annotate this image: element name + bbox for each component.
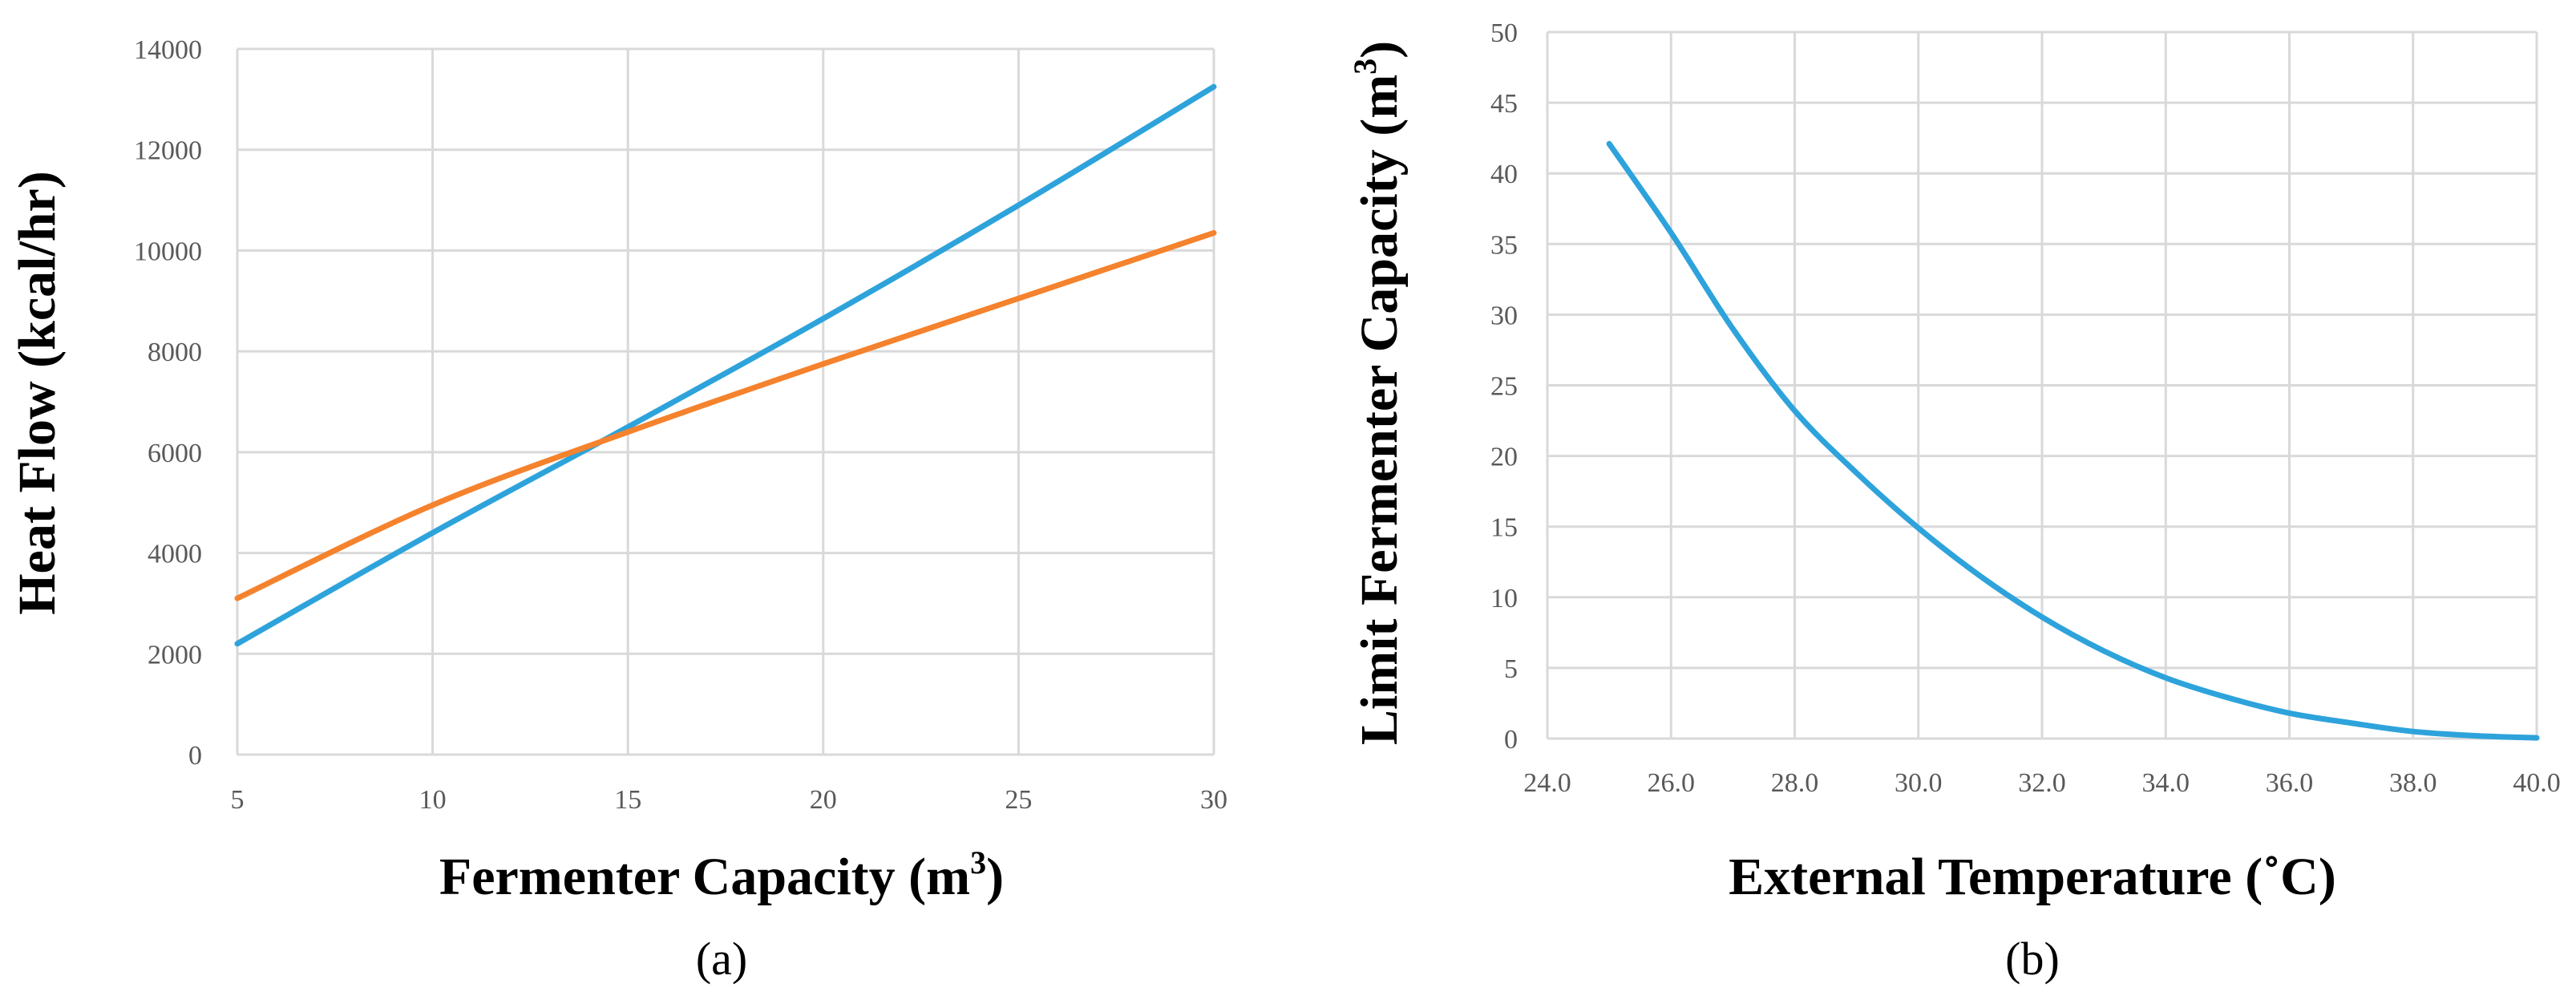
chart-b-y-tick-label: 20 bbox=[1490, 443, 1518, 472]
chart-a-y-tick-label: 2000 bbox=[148, 640, 202, 670]
chart-b-x-tick-label: 26.0 bbox=[1648, 768, 1696, 798]
chart-b: 0 5 10 15 20 25 30 35 40 45 50 24.0 26.0 28.0 30.0 32.… bbox=[1347, 18, 2561, 985]
chart-b-x-axis-title-text: External Temperature ( bbox=[1729, 848, 2263, 906]
chart-a: 0 2000 4000 6000 8000 10000 12000 14000 5 10 15 20… bbox=[8, 35, 1227, 985]
chart-b-x-tick-label: 40.0 bbox=[2513, 768, 2561, 798]
chart-a-series-orange-line bbox=[234, 229, 1217, 601]
chart-b-y-tick-label: 15 bbox=[1490, 513, 1518, 543]
chart-b-panel-label: (b) bbox=[2005, 933, 2060, 985]
chart-a-y-tick-label: 12000 bbox=[134, 136, 202, 166]
chart-a-x-tick-labels: 5 10 15 20 25 30 bbox=[231, 785, 1228, 815]
chart-b-x-tick-labels: 24.0 26.0 28.0 30.0 32.0 34.0 36.0 38.0 40.0 bbox=[1523, 768, 2561, 798]
chart-b-x-tick-label: 28.0 bbox=[1771, 768, 1819, 798]
chart-a-y-tick-label: 10000 bbox=[134, 237, 202, 266]
chart-b-y-tick-label: 50 bbox=[1490, 18, 1518, 48]
chart-a-series bbox=[234, 83, 1217, 647]
chart-b-y-tick-label: 45 bbox=[1490, 89, 1518, 119]
chart-a-panel-label: (a) bbox=[696, 933, 747, 985]
chart-b-y-tick-label: 35 bbox=[1490, 230, 1518, 260]
chart-b-x-axis-title: External Temperature (˚C) bbox=[1729, 848, 2336, 906]
chart-a-x-axis-title-sup: 3 bbox=[970, 844, 986, 881]
chart-a-series-blue-line bbox=[234, 83, 1217, 647]
chart-b-series-blue-line bbox=[1606, 140, 2540, 741]
chart-b-y-tick-label: 30 bbox=[1490, 301, 1518, 330]
chart-b-y-tick-label: 5 bbox=[1504, 654, 1518, 684]
chart-a-gridlines bbox=[236, 47, 1215, 756]
chart-b-y-tick-label: 0 bbox=[1504, 725, 1518, 755]
chart-b-x-tick-label: 24.0 bbox=[1523, 768, 1571, 798]
chart-a-x-axis-title-text: Fermenter Capacity (m bbox=[439, 848, 970, 906]
chart-a-y-tick-label: 8000 bbox=[148, 338, 202, 367]
chart-a-x-axis-title-close: ) bbox=[986, 848, 1004, 906]
chart-b-y-tick-label: 40 bbox=[1490, 160, 1518, 189]
chart-b-x-tick-label: 30.0 bbox=[1895, 768, 1943, 798]
chart-b-y-axis-title-text: Limit Fermenter Capacity (m bbox=[1350, 75, 1409, 745]
chart-b-series bbox=[1606, 140, 2540, 741]
chart-b-x-tick-label: 36.0 bbox=[2266, 768, 2314, 798]
chart-b-x-tick-label: 34.0 bbox=[2142, 768, 2190, 798]
chart-b-y-tick-label: 10 bbox=[1490, 584, 1518, 613]
chart-a-y-tick-label: 14000 bbox=[134, 35, 202, 65]
chart-b-gridlines bbox=[1546, 30, 2538, 740]
chart-a-x-tick-label: 15 bbox=[614, 785, 641, 815]
chart-a-x-tick-label: 10 bbox=[419, 785, 447, 815]
chart-a-y-tick-label: 4000 bbox=[148, 540, 202, 569]
chart-b-y-tick-labels: 0 5 10 15 20 25 30 35 40 45 50 bbox=[1490, 18, 1518, 755]
chart-b-x-axis-title-degree: ˚ bbox=[2263, 848, 2280, 906]
chart-b-y-axis-title: Limit Fermenter Capacity (m3) bbox=[1347, 41, 1409, 745]
chart-a-y-tick-label: 6000 bbox=[148, 439, 202, 468]
chart-a-y-axis-title: Heat Flow (kcal/hr) bbox=[8, 171, 67, 615]
chart-a-x-tick-label: 30 bbox=[1200, 785, 1227, 815]
chart-b-x-axis-title-unit: C) bbox=[2280, 848, 2336, 906]
chart-a-y-tick-labels: 0 2000 4000 6000 8000 10000 12000 14000 bbox=[134, 35, 202, 771]
chart-a-x-tick-label: 5 bbox=[231, 785, 245, 815]
chart-b-x-tick-label: 32.0 bbox=[2018, 768, 2066, 798]
chart-b-y-axis-title-close: ) bbox=[1350, 41, 1409, 59]
chart-a-x-tick-label: 25 bbox=[1005, 785, 1032, 815]
chart-a-x-axis-title: Fermenter Capacity (m3) bbox=[439, 844, 1004, 906]
chart-b-x-tick-label: 38.0 bbox=[2389, 768, 2437, 798]
chart-a-y-tick-label: 0 bbox=[188, 741, 202, 771]
chart-b-y-axis-title-sup: 3 bbox=[1347, 59, 1383, 75]
chart-b-y-tick-label: 25 bbox=[1490, 372, 1518, 402]
chart-a-x-tick-label: 20 bbox=[810, 785, 837, 815]
